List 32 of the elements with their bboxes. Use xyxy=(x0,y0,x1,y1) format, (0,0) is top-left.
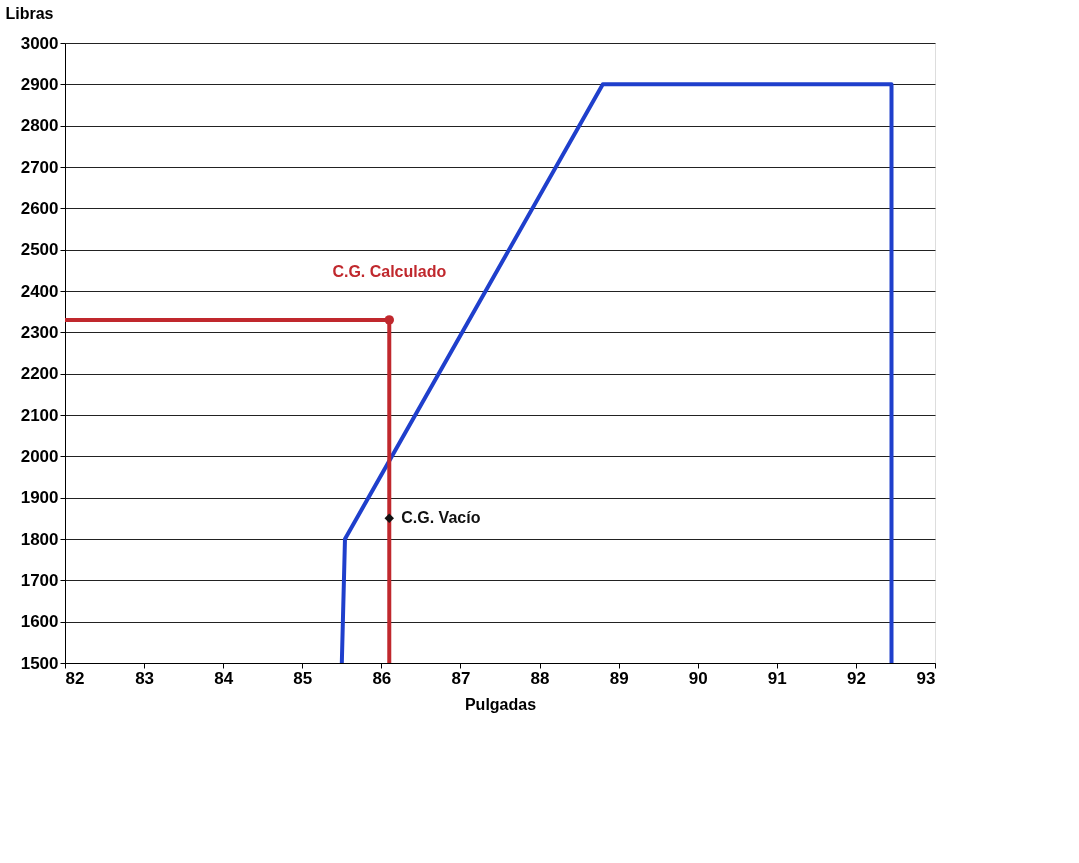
x-axis-title: Pulgadas xyxy=(464,695,537,713)
x-tick-label: 93 xyxy=(916,668,936,688)
y-tick-label: 1900 xyxy=(20,488,59,508)
annotation: C.G. Vacío xyxy=(401,509,481,527)
y-tick-label: 2900 xyxy=(20,74,59,94)
y-tick-label: 2700 xyxy=(20,157,59,177)
x-tick-label: 87 xyxy=(451,668,471,688)
y-tick-label: 3000 xyxy=(20,33,59,53)
x-tick-label: 92 xyxy=(846,668,866,688)
annotation: C.G. Calculado xyxy=(332,262,447,280)
x-tick-label: 83 xyxy=(135,668,155,688)
x-tick-label: 84 xyxy=(214,668,234,688)
x-tick-label: 90 xyxy=(688,668,708,688)
y-tick-label: 2600 xyxy=(20,198,59,218)
y-tick-label: 1700 xyxy=(20,570,59,590)
y-axis-title: Libras xyxy=(5,4,54,22)
y-tick-label: 1500 xyxy=(20,653,59,673)
y-tick-label: 2100 xyxy=(20,405,59,425)
x-tick-label: 86 xyxy=(372,668,392,688)
y-tick-label: 1600 xyxy=(20,612,59,632)
x-tick-label: 85 xyxy=(293,668,313,688)
y-tick-label: 2200 xyxy=(20,364,59,384)
x-tick-label: 82 xyxy=(65,668,85,688)
y-tick-label: 2400 xyxy=(20,281,59,301)
y-tick-label: 2300 xyxy=(20,322,59,342)
x-tick-label: 89 xyxy=(609,668,629,688)
x-tick-label: 88 xyxy=(530,668,550,688)
y-tick-label: 2000 xyxy=(20,446,59,466)
y-tick-label: 1800 xyxy=(20,529,59,549)
x-tick-label: 91 xyxy=(767,668,787,688)
y-tick-label: 2500 xyxy=(20,240,59,260)
y-tick-label: 2800 xyxy=(20,116,59,136)
